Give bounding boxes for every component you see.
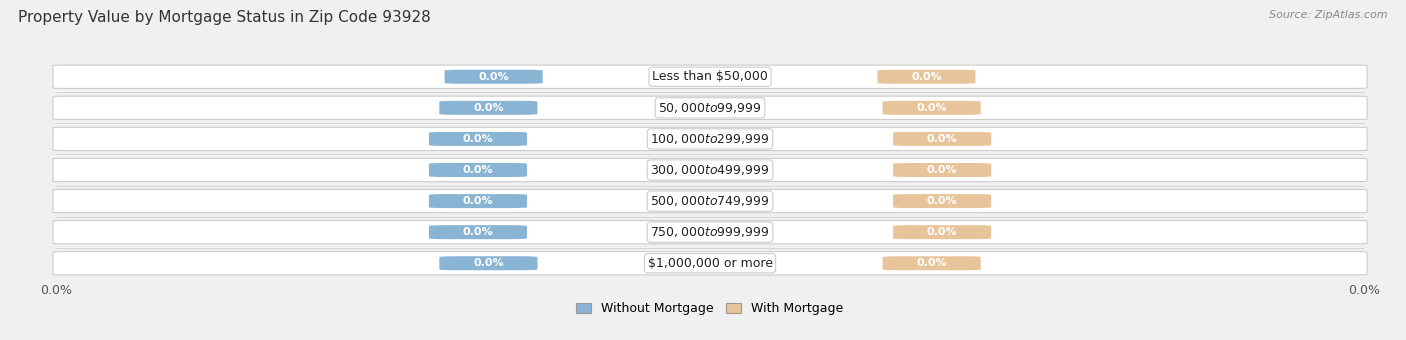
Text: 0.0%: 0.0%: [463, 134, 494, 144]
Text: 0.0%: 0.0%: [463, 196, 494, 206]
FancyBboxPatch shape: [877, 70, 976, 84]
Text: 0.0%: 0.0%: [472, 258, 503, 268]
Text: Source: ZipAtlas.com: Source: ZipAtlas.com: [1270, 10, 1388, 20]
Text: 0.0%: 0.0%: [927, 227, 957, 237]
Text: $750,000 to $999,999: $750,000 to $999,999: [651, 225, 769, 239]
FancyBboxPatch shape: [893, 163, 991, 177]
FancyBboxPatch shape: [429, 163, 527, 177]
Text: 0.0%: 0.0%: [911, 72, 942, 82]
FancyBboxPatch shape: [893, 225, 991, 239]
Text: Property Value by Mortgage Status in Zip Code 93928: Property Value by Mortgage Status in Zip…: [18, 10, 432, 25]
FancyBboxPatch shape: [53, 158, 1367, 182]
FancyBboxPatch shape: [883, 256, 981, 270]
FancyBboxPatch shape: [53, 127, 1367, 151]
Text: 0.0%: 0.0%: [927, 134, 957, 144]
Text: 0.0%: 0.0%: [472, 103, 503, 113]
Text: $1,000,000 or more: $1,000,000 or more: [648, 257, 772, 270]
Text: Less than $50,000: Less than $50,000: [652, 70, 768, 83]
FancyBboxPatch shape: [429, 194, 527, 208]
FancyBboxPatch shape: [893, 194, 991, 208]
FancyBboxPatch shape: [429, 132, 527, 146]
FancyBboxPatch shape: [53, 252, 1367, 275]
FancyBboxPatch shape: [53, 96, 1367, 119]
Legend: Without Mortgage, With Mortgage: Without Mortgage, With Mortgage: [571, 298, 849, 320]
FancyBboxPatch shape: [53, 65, 1367, 88]
FancyBboxPatch shape: [444, 70, 543, 84]
Text: $500,000 to $749,999: $500,000 to $749,999: [651, 194, 769, 208]
FancyBboxPatch shape: [53, 221, 1367, 244]
Text: 0.0%: 0.0%: [478, 72, 509, 82]
Text: $50,000 to $99,999: $50,000 to $99,999: [658, 101, 762, 115]
FancyBboxPatch shape: [439, 256, 537, 270]
FancyBboxPatch shape: [53, 189, 1367, 213]
Text: 0.0%: 0.0%: [927, 165, 957, 175]
Text: $300,000 to $499,999: $300,000 to $499,999: [651, 163, 769, 177]
Text: 0.0%: 0.0%: [463, 227, 494, 237]
Text: 0.0%: 0.0%: [463, 165, 494, 175]
Text: 0.0%: 0.0%: [917, 103, 948, 113]
FancyBboxPatch shape: [883, 101, 981, 115]
FancyBboxPatch shape: [893, 132, 991, 146]
FancyBboxPatch shape: [429, 225, 527, 239]
Text: 0.0%: 0.0%: [917, 258, 948, 268]
Text: 0.0%: 0.0%: [927, 196, 957, 206]
Text: $100,000 to $299,999: $100,000 to $299,999: [651, 132, 769, 146]
FancyBboxPatch shape: [439, 101, 537, 115]
